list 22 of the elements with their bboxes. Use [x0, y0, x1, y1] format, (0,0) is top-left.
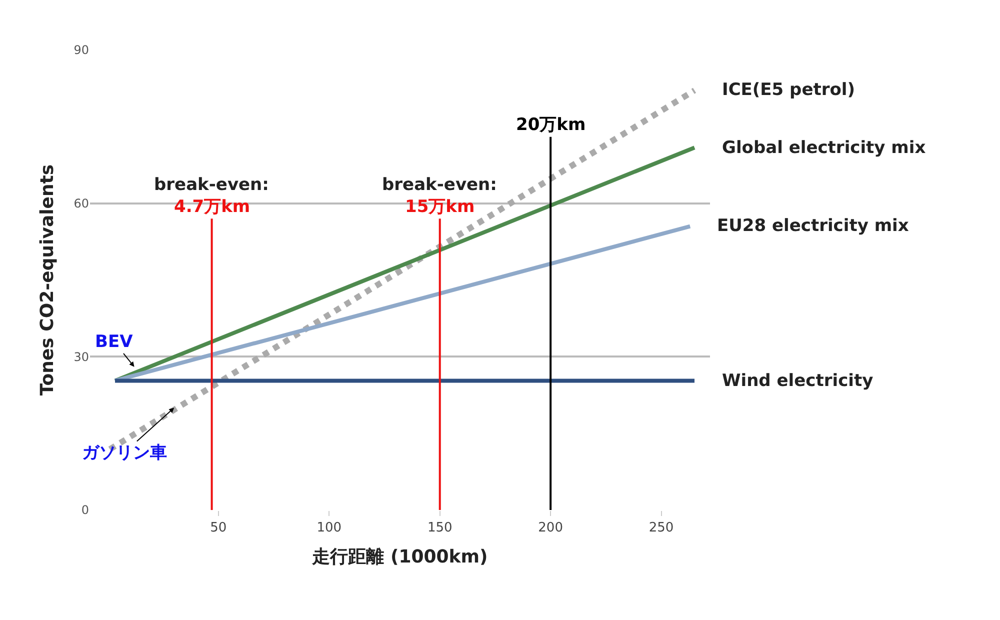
x-tick-label: 100 — [316, 520, 342, 536]
x-tick-label: 50 — [210, 520, 227, 536]
annotation: break-even: — [382, 175, 497, 195]
annotation: BEV — [95, 332, 134, 352]
x-tick-label: 200 — [538, 520, 563, 536]
y-tick-label: 30 — [74, 350, 89, 364]
y-tick-label: 0 — [81, 503, 89, 518]
y-tick-label: 60 — [74, 196, 89, 211]
y-tick-label: 90 — [74, 43, 89, 58]
ref-line-label: 20万km — [516, 115, 586, 135]
series-label: Global electricity mix — [722, 138, 926, 158]
series-label: ICE(E5 petrol) — [722, 80, 856, 100]
ref-line-label: 15万km — [405, 197, 475, 217]
series-label: EU28 electricity mix — [717, 216, 909, 236]
annotation: break-even: — [154, 175, 269, 195]
ref-line-label: 4.7万km — [174, 197, 250, 217]
annotation: ガソリン車 — [82, 443, 167, 463]
x-tick-label: 250 — [648, 520, 674, 536]
x-axis-title: 走行距離 (1000km) — [311, 546, 488, 568]
x-tick-label: 150 — [427, 520, 452, 536]
series-label: Wind electricity — [722, 371, 874, 391]
y-axis-title: Tones CO2-equivalents — [36, 164, 58, 396]
